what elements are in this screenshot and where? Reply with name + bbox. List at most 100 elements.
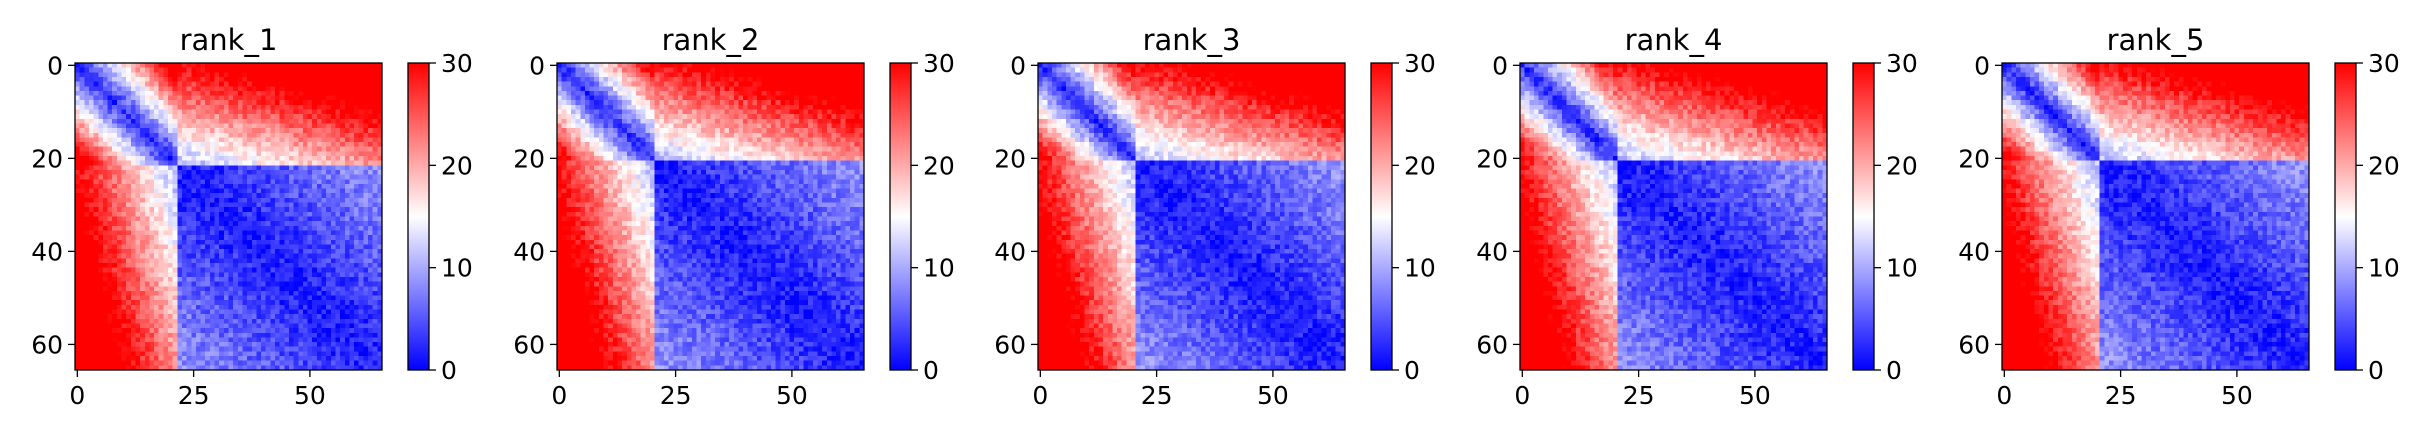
heatmap-cell [659,86,665,92]
heatmap-cell [130,151,137,157]
heatmap-cell [75,304,81,311]
heatmap-cell [116,179,123,185]
heatmap-cell [326,156,332,162]
heatmap-cell [743,86,749,92]
heatmap-cell [214,221,220,227]
heatmap-cell [93,309,99,315]
heatmap-cell [316,72,323,78]
heatmap-cell [372,253,378,259]
heatmap-cell [284,132,290,139]
heatmap-cell [312,318,318,325]
heatmap-cell [200,95,206,101]
heatmap-cell [228,365,234,371]
heatmap-cell [316,314,323,320]
heatmap-cell [854,72,860,78]
heatmap-cell [140,183,146,190]
heatmap-cell [349,86,355,92]
heatmap-cell [335,216,341,222]
heatmap-cell [181,267,188,273]
heatmap-cell [789,95,795,101]
heatmap-cell [214,104,220,111]
heatmap-cell [88,81,95,87]
heatmap-cell [335,207,341,213]
heatmap-cell [93,342,99,348]
heatmap-cell [168,100,174,106]
heatmap-cell [757,67,763,73]
heatmap-cell [154,267,160,273]
heatmap-cell [354,272,360,278]
heatmap-cell [75,188,81,194]
heatmap-cell [284,267,290,273]
heatmap-cell [140,160,146,166]
heatmap-cell [233,225,239,232]
heatmap-cell [288,235,295,241]
heatmap-cell [93,72,99,78]
heatmap-cell [335,225,341,232]
heatmap-cell [850,67,856,73]
heatmap-cell [107,179,113,185]
heatmap-cell [349,128,355,134]
heatmap-cell [158,86,164,92]
heatmap-cell [219,304,225,311]
heatmap-cell [677,100,684,106]
heatmap-cell [284,290,290,297]
heatmap-cell [363,104,369,111]
heatmap-cell [181,72,188,78]
heatmap-cell [135,193,141,199]
heatmap-cell [214,225,220,232]
heatmap-cell [93,263,99,269]
heatmap-cell [163,304,169,311]
heatmap-cell [256,211,262,218]
heatmap-cell [195,290,202,297]
heatmap-cell [154,360,160,366]
heatmap-cell [140,351,146,357]
heatmap-cell [330,118,337,125]
heatmap-cell [144,202,151,208]
heatmap-cell [191,67,197,73]
heatmap-cell [265,183,271,190]
heatmap-cell [205,235,211,241]
heatmap-cell [261,109,267,115]
heatmap-cell [209,183,216,190]
heatmap-cell [209,221,216,227]
heatmap-cell [284,258,290,264]
heatmap-cell [326,263,332,269]
heatmap-cell [130,360,137,366]
heatmap-cell [326,128,332,134]
heatmap-cell [247,239,253,246]
heatmap-cell [98,267,104,273]
heatmap-cell [251,239,258,246]
heatmap-cell [288,230,295,236]
heatmap-cell [270,109,276,115]
heatmap-cell [312,179,318,185]
heatmap-cell [75,123,81,129]
heatmap-cell [209,160,216,166]
heatmap-cell [284,221,290,227]
heatmap-cell [247,90,253,97]
heatmap-cell [172,276,178,283]
heatmap-cell [140,86,146,92]
heatmap-cell [191,290,197,297]
heatmap-cell [195,346,202,352]
heatmap-cell [775,72,781,78]
heatmap-cell [561,67,567,73]
heatmap-cell [191,332,197,339]
heatmap-cell [144,128,151,134]
heatmap-cell [354,67,360,73]
heatmap-cell [126,142,132,148]
heatmap-cell [808,67,814,73]
heatmap-cell [316,225,323,232]
heatmap-cell [116,151,123,157]
heatmap-cell [228,337,234,343]
heatmap-cell [288,267,295,273]
heatmap-cell [195,244,202,250]
heatmap-cell [316,90,323,97]
heatmap-cell [344,225,351,232]
heatmap-cell [340,253,346,259]
heatmap-cell [358,239,364,246]
heatmap-cell [116,365,123,371]
heatmap-cell [200,216,206,222]
heatmap-cell [112,290,118,297]
heatmap-cell [363,169,369,176]
heatmap-cell [265,328,271,334]
